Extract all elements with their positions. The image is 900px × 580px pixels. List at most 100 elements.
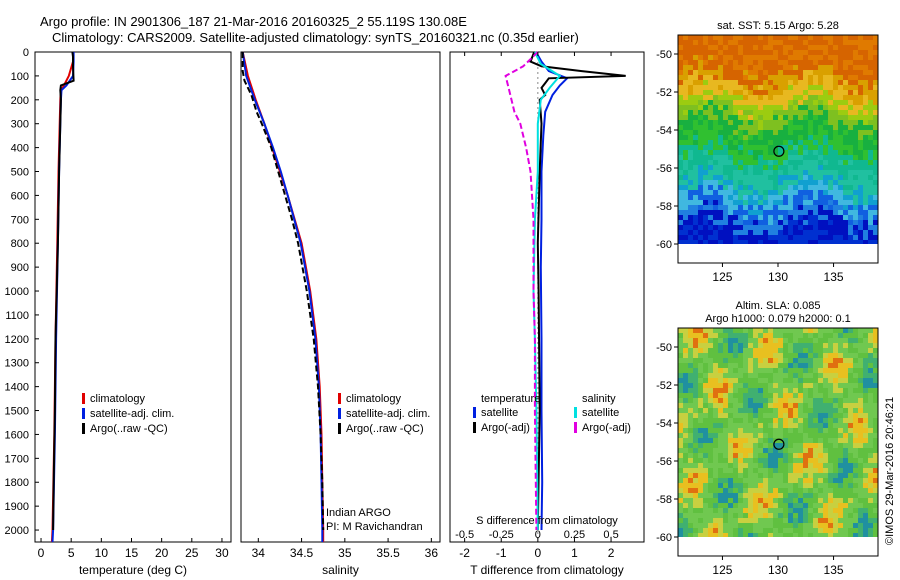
map-cell	[868, 363, 874, 369]
map-cell	[833, 230, 839, 236]
map-cell	[868, 240, 874, 244]
map-cell	[753, 235, 759, 241]
map-cell	[773, 473, 779, 479]
map-cell	[738, 80, 744, 86]
map-cell	[738, 75, 744, 81]
map-cell	[688, 90, 694, 96]
map-cell	[698, 110, 704, 116]
map-cell	[793, 75, 799, 81]
map-cell	[858, 428, 864, 434]
map-cell	[758, 220, 764, 226]
map-cell	[843, 50, 849, 56]
map-cell	[698, 503, 704, 509]
map-cell	[743, 533, 749, 537]
map-cell	[713, 473, 719, 479]
map-cell	[808, 528, 814, 534]
map-cell	[753, 363, 759, 369]
map-cell	[733, 418, 739, 424]
map-cell	[713, 398, 719, 404]
map-cell	[743, 353, 749, 359]
map-cell	[838, 433, 844, 439]
map-cell	[828, 95, 834, 101]
map-cell	[748, 90, 754, 96]
map-cell	[713, 155, 719, 161]
map-cell	[738, 175, 744, 181]
map-cell	[763, 205, 769, 211]
y-tick-label: -56	[656, 163, 672, 175]
map-cell	[778, 513, 784, 519]
map-cell	[873, 80, 879, 86]
map-cell	[753, 388, 759, 394]
map-cell	[718, 363, 724, 369]
map-cell	[708, 463, 714, 469]
map-cell	[813, 45, 819, 51]
map-cell	[783, 230, 789, 236]
legend-label: satellite	[582, 407, 619, 419]
map-cell	[833, 463, 839, 469]
map-cell	[688, 513, 694, 519]
map-cell	[718, 75, 724, 81]
map-cell	[703, 513, 709, 519]
map-cell	[758, 80, 764, 86]
map-cell	[688, 353, 694, 359]
map-cell	[693, 458, 699, 464]
map-cell	[843, 190, 849, 196]
map-cell	[838, 338, 844, 344]
map-cell	[748, 378, 754, 384]
map-cell	[708, 235, 714, 241]
map-cell	[813, 483, 819, 489]
map-cell	[678, 388, 684, 394]
map-cell	[783, 35, 789, 41]
map-cell	[808, 398, 814, 404]
map-cell	[843, 100, 849, 106]
map-cell	[863, 403, 869, 409]
map-cell	[818, 518, 824, 524]
map-cell	[733, 120, 739, 126]
map-cell	[868, 155, 874, 161]
map-cell	[828, 190, 834, 196]
map-cell	[723, 185, 729, 191]
map-cell	[758, 518, 764, 524]
map-cell	[873, 368, 879, 374]
map-cell	[798, 45, 804, 51]
map-cell	[788, 240, 794, 244]
map-cell	[683, 498, 689, 504]
map-cell	[748, 185, 754, 191]
y-tick-label: 700	[11, 214, 29, 226]
map-cell	[848, 388, 854, 394]
x-tick-label-salinity: -0.5	[455, 529, 474, 541]
map-cell	[713, 120, 719, 126]
map-cell	[868, 40, 874, 46]
map-cell	[778, 230, 784, 236]
map-cell	[798, 383, 804, 389]
map-cell	[778, 508, 784, 514]
map-cell	[863, 155, 869, 161]
map-cell	[678, 478, 684, 484]
map-cell	[748, 503, 754, 509]
map-cell	[783, 393, 789, 399]
map-cell	[678, 70, 684, 76]
map-cell	[773, 175, 779, 181]
map-cell	[778, 60, 784, 66]
map-cell	[748, 518, 754, 524]
map-cell	[818, 403, 824, 409]
map-cell	[763, 338, 769, 344]
map-cell	[803, 35, 809, 41]
map-cell	[708, 493, 714, 499]
map-cell	[733, 70, 739, 76]
map-cell	[738, 468, 744, 474]
map-cell	[828, 348, 834, 354]
map-cell	[778, 438, 784, 444]
map-cell	[858, 55, 864, 61]
map-cell	[713, 443, 719, 449]
map-cell	[823, 70, 829, 76]
map-cell	[723, 393, 729, 399]
map-cell	[738, 408, 744, 414]
map-cell	[743, 333, 749, 339]
map-cell	[713, 150, 719, 156]
map-cell	[868, 368, 874, 374]
map-cell	[743, 478, 749, 484]
map-cell	[738, 338, 744, 344]
map-cell	[808, 518, 814, 524]
map-cell	[863, 353, 869, 359]
